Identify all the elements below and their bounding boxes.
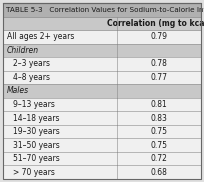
Text: 0.75: 0.75 bbox=[150, 127, 167, 136]
Text: 51–70 years: 51–70 years bbox=[13, 154, 60, 163]
Bar bbox=[3, 98, 201, 111]
Bar bbox=[3, 3, 201, 17]
Text: 0.78: 0.78 bbox=[151, 59, 167, 68]
Text: 0.81: 0.81 bbox=[151, 100, 167, 109]
Text: 2–3 years: 2–3 years bbox=[13, 59, 50, 68]
Text: Children: Children bbox=[7, 46, 39, 55]
Bar bbox=[3, 71, 201, 84]
Bar bbox=[3, 17, 201, 30]
Bar bbox=[3, 43, 201, 57]
Text: 14–18 years: 14–18 years bbox=[13, 114, 60, 122]
Text: All ages 2+ years: All ages 2+ years bbox=[7, 32, 74, 41]
Text: TABLE 5-3   Correlation Values for Sodium-to-Calorie Intake: TABLE 5-3 Correlation Values for Sodium-… bbox=[6, 7, 204, 13]
Bar bbox=[3, 138, 201, 152]
Text: Males: Males bbox=[7, 86, 29, 95]
Bar bbox=[3, 165, 201, 179]
Bar bbox=[3, 111, 201, 125]
Bar bbox=[3, 152, 201, 165]
Bar bbox=[3, 84, 201, 98]
Bar bbox=[3, 30, 201, 43]
Text: 9–13 years: 9–13 years bbox=[13, 100, 55, 109]
Text: 31–50 years: 31–50 years bbox=[13, 141, 60, 150]
Text: Correlation (mg to kcal): Correlation (mg to kcal) bbox=[107, 19, 204, 28]
Text: 19–30 years: 19–30 years bbox=[13, 127, 60, 136]
Text: 0.77: 0.77 bbox=[150, 73, 167, 82]
Text: 0.72: 0.72 bbox=[151, 154, 167, 163]
Text: 0.79: 0.79 bbox=[150, 32, 167, 41]
Bar bbox=[3, 57, 201, 71]
Text: 0.75: 0.75 bbox=[150, 141, 167, 150]
Text: 4–8 years: 4–8 years bbox=[13, 73, 50, 82]
Bar bbox=[3, 125, 201, 138]
Text: 0.83: 0.83 bbox=[151, 114, 167, 122]
Text: > 70 years: > 70 years bbox=[13, 168, 55, 177]
Text: 0.68: 0.68 bbox=[151, 168, 167, 177]
